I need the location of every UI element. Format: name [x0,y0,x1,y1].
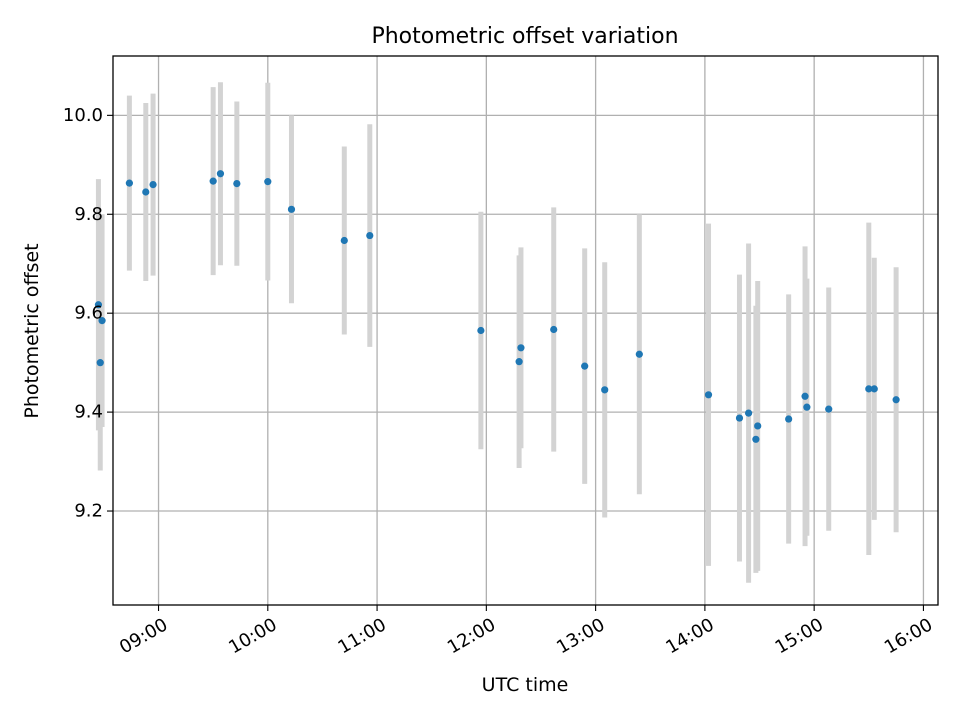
data-point [801,392,809,400]
data-point [287,205,296,213]
data-points [94,170,900,443]
y-axis-label: Photometric offset [21,243,43,418]
data-point [870,385,878,393]
data-point [517,344,525,352]
data-point [865,385,873,393]
y-tick-label: 9.2 [74,501,103,522]
data-point [803,403,811,411]
data-point [98,317,106,325]
data-point [735,414,744,422]
data-point [264,178,272,186]
data-point [142,188,150,196]
data-point [477,326,485,335]
y-tick-label: 10.0 [63,105,103,126]
y-tick-label: 9.4 [74,402,103,423]
data-point [892,396,900,404]
data-point [581,362,589,370]
data-point [216,170,225,178]
data-point [149,180,157,189]
data-point [744,409,753,417]
y-axis-ticks: 9.2 9.4 9.6 9.8 10.0 [63,105,113,522]
data-point [754,422,762,430]
data-point [340,236,348,245]
data-point [366,231,374,240]
data-point [704,391,713,399]
chart-title: Photometric offset variation [371,24,678,49]
data-point [125,179,133,187]
y-gridlines [113,114,938,512]
x-axis-label: UTC time [482,674,569,696]
data-point [96,359,104,367]
data-point [601,386,609,394]
data-point [515,358,523,366]
data-point [785,415,793,423]
y-tick-label: 9.6 [74,303,103,324]
y-tick-label: 9.8 [74,204,103,225]
data-point [825,405,833,413]
data-point [233,180,241,188]
data-point [752,435,760,443]
plot-frame [112,55,939,606]
data-point [635,350,643,358]
data-point [550,325,558,334]
data-point [209,177,217,185]
data-point [94,301,103,309]
